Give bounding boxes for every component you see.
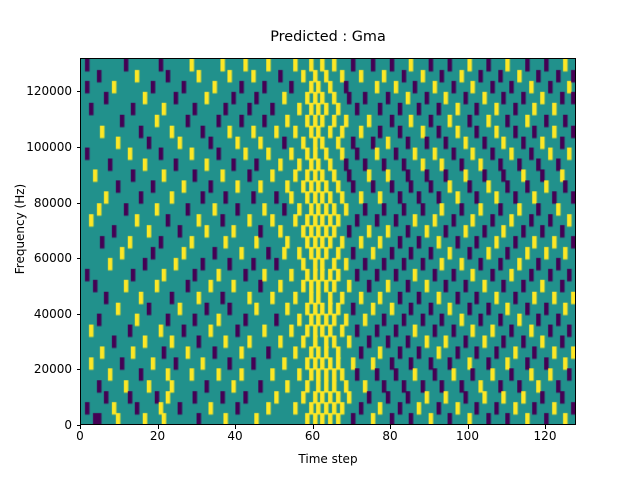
x-tick-label: 120 [533,429,557,443]
y-tick-label: 60000 [33,251,72,266]
y-tick-mark [76,91,80,92]
x-tick-label: 100 [456,429,479,443]
y-tick-mark [76,147,80,148]
x-tick-label: 60 [304,429,321,443]
y-tick-mark [76,314,80,315]
chart-title: Predicted : Gma [270,29,386,45]
y-tick-mark [76,203,80,204]
heatmap-canvas [81,59,575,424]
x-tick-label: 40 [227,429,243,443]
x-axis-label: Time step [298,452,358,466]
x-tick-mark [313,425,314,429]
heatmap-plot-area [80,58,576,425]
y-tick-label: 20000 [33,362,72,377]
y-tick-mark [76,258,80,259]
x-tick-mark [80,425,81,429]
x-tick-mark [158,425,159,429]
x-tick-mark [390,425,391,429]
x-tick-label: 80 [382,429,398,443]
x-tick-mark [545,425,546,429]
x-tick-label: 20 [149,429,166,443]
y-tick-label: 0 [64,418,72,432]
x-tick-mark [468,425,469,429]
y-axis-label: Frequency (Hz) [13,183,27,275]
y-tick-label: 100000 [26,139,72,154]
y-tick-label: 40000 [33,306,72,321]
y-tick-mark [76,369,80,370]
y-tick-mark [76,425,80,426]
x-tick-mark [235,425,236,429]
x-tick-label: 0 [76,429,84,443]
y-tick-label: 80000 [33,195,72,210]
y-tick-label: 120000 [26,84,72,99]
